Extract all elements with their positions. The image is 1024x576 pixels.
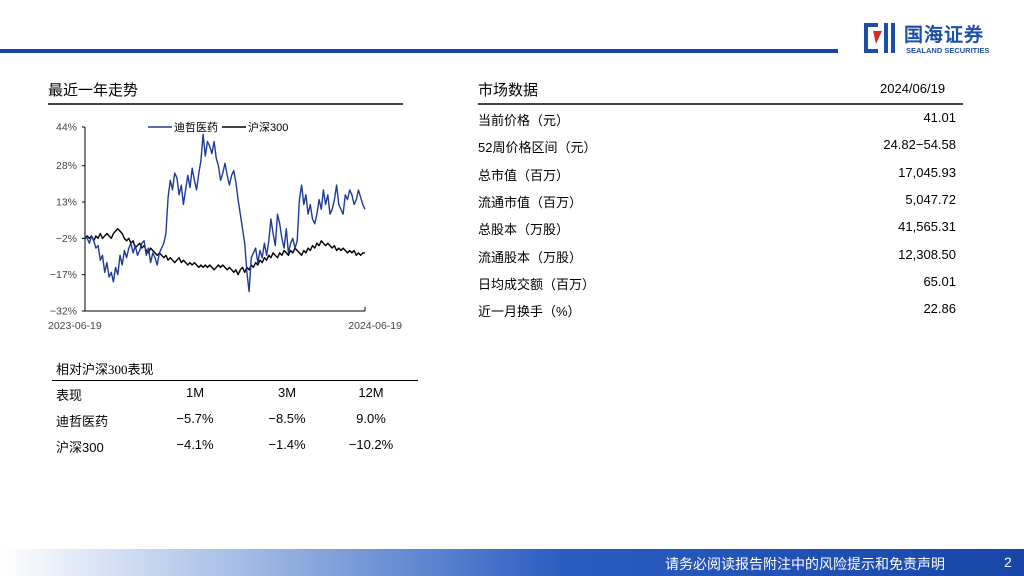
market-row-label: 流通市值（百万）: [478, 194, 583, 210]
market-row-value: 22.86: [923, 301, 956, 317]
market-title-rule: [478, 103, 963, 105]
relative-header-cell: 1M: [185, 385, 205, 400]
y-tick-label: 44%: [56, 122, 77, 134]
legend-entry: 迪哲医药: [174, 121, 218, 134]
relative-title-rule: [52, 380, 418, 381]
market-row-label: 52周价格区间（元）: [478, 140, 597, 156]
sealand-logo: 国海证券 SEALAND SECURITIES: [862, 20, 1012, 58]
relative-header-cell: 3M: [277, 385, 297, 400]
page-number: 2: [1004, 554, 1012, 570]
relative-cell: −8.5%: [268, 411, 306, 426]
market-row: 流通股本（万股） 12,308.50: [478, 247, 956, 267]
market-row-label: 近一月换手（%）: [478, 304, 581, 320]
market-row-value: 41,565.31: [898, 219, 956, 235]
relative-cell: 沪深300: [56, 440, 104, 455]
market-row-label: 日均成交额（百万）: [478, 276, 596, 292]
market-row-value: 5,047.72: [905, 191, 956, 207]
series-line: [84, 227, 365, 276]
market-row: 总股本（万股） 41,565.31: [478, 219, 956, 239]
market-row-value: 17,045.93: [898, 164, 956, 180]
relative-title: 相对沪深300表现: [56, 362, 154, 377]
market-row-value: 65.01: [923, 273, 956, 289]
relative-cell: −1.4%: [268, 437, 306, 452]
x-tick-label: 2024-06-19: [348, 320, 402, 332]
trend-title: 最近一年走势: [48, 82, 139, 99]
price-trend-chart: 44% 28% 13% −2% −17% −32% 2023-06-19 2024-06-19…: [48, 120, 402, 332]
y-tick-label: −2%: [56, 233, 77, 245]
market-row-label: 总股本（万股）: [478, 222, 570, 238]
disclaimer-text: 请务必阅读报告附注中的风险提示和免责声明: [665, 556, 945, 572]
market-row: 日均成交额（百万） 65.01: [478, 274, 956, 294]
market-date: 2024/06/19: [880, 81, 946, 96]
market-row-value: 12,308.50: [898, 246, 956, 262]
relative-cell: 9.0%: [356, 411, 386, 426]
logo-text-cn: 国海证券: [904, 25, 985, 46]
logo-text-en: SEALAND SECURITIES: [906, 46, 990, 55]
market-row: 总市值（百万） 17,045.93: [478, 165, 956, 185]
y-tick-label: −17%: [50, 269, 77, 281]
relative-cell: −5.7%: [176, 411, 214, 426]
x-tick-label: 2023-06-19: [48, 320, 102, 332]
market-row-label: 当前价格（元）: [478, 113, 570, 128]
market-row-label: 总市值（百万）: [478, 167, 570, 183]
y-tick-label: 13%: [56, 197, 77, 209]
sealand-logo-icon: [864, 23, 895, 53]
header-rule: [0, 49, 838, 53]
market-title: 市场数据: [478, 82, 539, 99]
market-row-value: 41.01: [923, 110, 956, 125]
market-row: 当前价格（元） 41.01: [478, 110, 956, 130]
relative-header-cell: 12M: [358, 385, 384, 400]
relative-header-cell: 表现: [56, 388, 83, 403]
trend-title-rule: [48, 103, 403, 105]
relative-cell: −10.2%: [348, 437, 394, 452]
relative-cell: −4.1%: [176, 437, 214, 452]
market-row: 流通市值（百万） 5,047.72: [478, 192, 956, 212]
footer-bar: 请务必阅读报告附注中的风险提示和免责声明 2: [0, 549, 1024, 576]
y-tick-label: −32%: [50, 306, 77, 318]
market-row: 52周价格区间（元） 24.82−54.58: [478, 137, 956, 157]
market-row: 近一月换手（%） 22.86: [478, 301, 956, 321]
legend-entry: 沪深300: [248, 120, 288, 134]
series-line: [84, 133, 366, 293]
relative-cell: 迪哲医药: [56, 414, 109, 429]
market-row-value: 24.82−54.58: [883, 137, 956, 153]
y-tick-label: 28%: [56, 160, 77, 172]
market-row-label: 流通股本（万股）: [478, 249, 583, 265]
